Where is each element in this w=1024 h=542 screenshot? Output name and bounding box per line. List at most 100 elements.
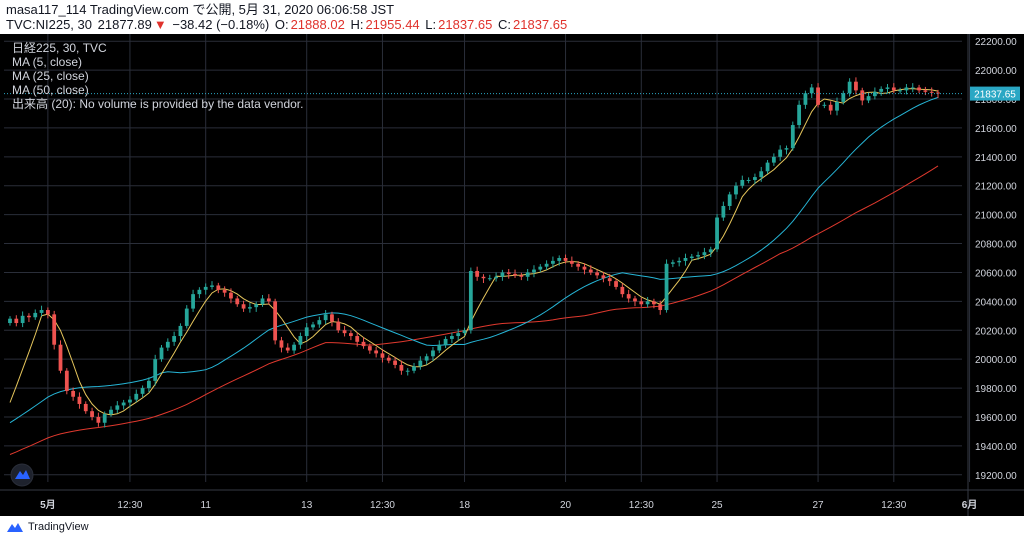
candle-body	[822, 104, 827, 106]
candle-body	[140, 388, 145, 394]
price-tick-label: 21200.00	[975, 182, 1017, 193]
candle-body	[8, 318, 12, 324]
candle-body	[563, 258, 568, 261]
candle-body	[153, 359, 158, 381]
candle-body	[336, 321, 341, 331]
candle-body	[494, 276, 498, 279]
price-tick-label: 20400.00	[975, 297, 1017, 308]
candle-body	[721, 205, 726, 218]
candle-body	[569, 260, 574, 264]
candle-body	[317, 320, 322, 325]
time-tick-label: 18	[459, 500, 471, 511]
candle-body	[172, 336, 177, 342]
candle-body	[639, 301, 644, 305]
candle-body	[551, 260, 555, 264]
candle-body	[576, 263, 581, 267]
publish-header: masa117_114 TradingView.com で公開, 5月 31, …	[6, 2, 569, 32]
candle-body	[260, 298, 265, 305]
candle-body	[254, 304, 259, 308]
candle-body	[292, 344, 296, 351]
indicator-legend: 日経225, 30, TVC MA (5, close) MA (25, clo…	[12, 42, 303, 112]
last-price-value: 21877.89	[97, 17, 152, 32]
candle-body	[102, 414, 107, 423]
candle-body	[595, 272, 599, 276]
legend-symbol[interactable]: 日経225, 30, TVC	[12, 41, 107, 55]
candle-body	[513, 273, 517, 276]
candle-body	[304, 327, 309, 337]
price-tick-label: 19800.00	[975, 384, 1017, 395]
candle-body	[298, 336, 303, 345]
price-tick-label: 19600.00	[975, 413, 1017, 424]
legend-ma50[interactable]: MA (50, close)	[12, 83, 89, 97]
candle-body	[683, 258, 688, 261]
candle-body	[809, 87, 814, 94]
price-tick-label: 21600.00	[975, 124, 1017, 135]
time-tick-label: 11	[201, 500, 212, 511]
candle-body	[740, 179, 745, 186]
close-label: C:	[498, 17, 511, 32]
candle-body	[128, 399, 132, 403]
price-tick-label: 20800.00	[975, 240, 1017, 251]
price-tick-label: 22000.00	[975, 66, 1017, 77]
change-arrow-icon: ▼	[153, 17, 167, 32]
legend-ma25[interactable]: MA (25, close)	[12, 69, 89, 83]
candle-body	[273, 301, 278, 341]
candle-body	[544, 263, 549, 267]
open-label: O:	[274, 17, 289, 32]
candle-body	[588, 269, 593, 273]
candle-body	[879, 88, 884, 92]
candle-body	[607, 278, 612, 282]
candle-body	[525, 272, 530, 277]
time-tick-label: 12:30	[629, 500, 654, 511]
candle-body	[77, 396, 82, 404]
candle-body	[727, 194, 732, 206]
close-value: 21837.65	[513, 17, 568, 32]
candle-body	[658, 304, 663, 311]
candle-body	[266, 298, 271, 302]
candle-body	[797, 104, 802, 126]
candle-body	[323, 314, 328, 321]
candle-body	[519, 275, 524, 277]
candle-body	[20, 315, 25, 324]
candle-body	[506, 272, 511, 274]
candle-body	[367, 346, 372, 351]
time-tick-label: 12:30	[881, 500, 906, 511]
ma50-line	[9, 165, 939, 455]
candle-body	[431, 350, 435, 357]
candle-body	[753, 177, 757, 180]
price-chart[interactable]: 19200.00 19400.00 19600.00 19800.00 20000.00…	[0, 34, 1024, 516]
candle-body	[361, 341, 366, 347]
candle-body	[746, 179, 751, 181]
candle-body	[847, 81, 852, 94]
candle-body	[203, 286, 208, 290]
chart-panel[interactable]: 19200.00 19400.00 19600.00 19800.00 20000.00…	[0, 34, 1024, 516]
candle-body	[538, 266, 543, 270]
tradingview-logo[interactable]: TradingView	[6, 521, 89, 533]
candle-body	[405, 370, 410, 372]
tradingview-logo-icon	[7, 523, 23, 532]
ma25-line	[9, 96, 939, 424]
last-price-label: 21837.65	[974, 90, 1016, 101]
candle-body	[652, 301, 656, 305]
candle-body	[771, 156, 776, 163]
legend-volume[interactable]: 出来高 (20): No volume is provided by the d…	[12, 97, 304, 111]
candle-body	[778, 149, 783, 157]
candle-body	[854, 81, 858, 91]
candle-body	[393, 360, 397, 365]
price-tick-label: 21000.00	[975, 211, 1017, 222]
candle-body	[121, 402, 126, 406]
candle-body	[696, 255, 701, 257]
open-value: 21888.02	[290, 17, 345, 32]
price-tick-label: 22200.00	[975, 37, 1017, 48]
candle-body	[222, 289, 227, 293]
candle-body	[418, 360, 423, 367]
low-label: L:	[425, 17, 437, 32]
price-tick-label: 20200.00	[975, 326, 1017, 337]
candle-body	[677, 260, 682, 263]
legend-ma5[interactable]: MA (5, close)	[12, 55, 83, 69]
price-tick-label: 20000.00	[975, 355, 1017, 366]
candle-body	[64, 370, 69, 391]
candle-body	[146, 380, 151, 389]
candle-body	[923, 90, 928, 92]
